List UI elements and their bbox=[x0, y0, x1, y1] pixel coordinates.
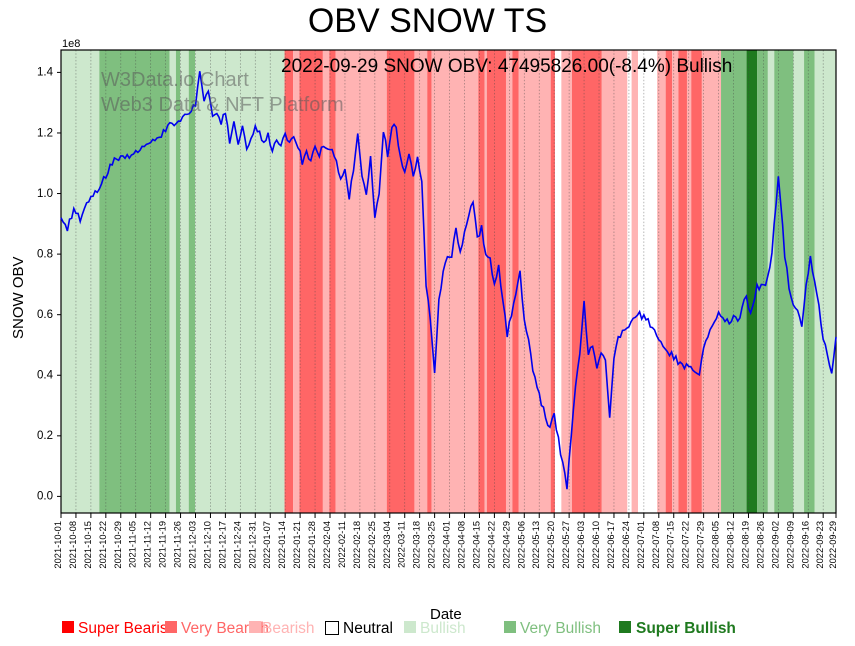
svg-text:0.4: 0.4 bbox=[37, 370, 54, 382]
svg-text:0.0: 0.0 bbox=[37, 491, 53, 503]
svg-text:2022-04-08: 2022-04-08 bbox=[457, 521, 467, 569]
svg-text:2022-07-01: 2022-07-01 bbox=[636, 521, 646, 569]
svg-text:2021-12-31: 2021-12-31 bbox=[247, 521, 257, 569]
svg-text:2022-03-04: 2022-03-04 bbox=[382, 521, 392, 569]
svg-text:2022-01-21: 2022-01-21 bbox=[292, 521, 302, 569]
svg-text:2021-12-17: 2021-12-17 bbox=[217, 521, 227, 569]
svg-text:2021-12-24: 2021-12-24 bbox=[232, 521, 242, 569]
svg-text:2021-12-10: 2021-12-10 bbox=[202, 521, 212, 569]
svg-text:2022-06-10: 2022-06-10 bbox=[591, 521, 601, 569]
svg-text:2021-10-08: 2021-10-08 bbox=[68, 521, 78, 569]
svg-text:2022-03-25: 2022-03-25 bbox=[427, 521, 437, 569]
svg-text:2022-08-19: 2022-08-19 bbox=[740, 521, 750, 569]
svg-text:1.2: 1.2 bbox=[37, 127, 53, 139]
svg-text:2021-10-22: 2021-10-22 bbox=[98, 521, 108, 569]
svg-text:2021-11-12: 2021-11-12 bbox=[143, 521, 153, 568]
svg-text:2022-04-01: 2022-04-01 bbox=[442, 521, 452, 569]
svg-text:2021-10-15: 2021-10-15 bbox=[83, 521, 93, 569]
svg-text:0.2: 0.2 bbox=[37, 430, 53, 442]
svg-text:2021-11-19: 2021-11-19 bbox=[158, 521, 168, 568]
svg-text:2022-05-20: 2022-05-20 bbox=[546, 521, 556, 569]
svg-text:2022-05-06: 2022-05-06 bbox=[516, 521, 526, 569]
svg-text:2022-04-22: 2022-04-22 bbox=[486, 521, 496, 569]
svg-text:2022-06-17: 2022-06-17 bbox=[606, 521, 616, 569]
svg-text:2021-10-29: 2021-10-29 bbox=[113, 521, 123, 569]
svg-text:2022-09-16: 2022-09-16 bbox=[800, 521, 810, 569]
svg-text:2022-01-14: 2022-01-14 bbox=[277, 521, 287, 569]
svg-text:2022-06-03: 2022-06-03 bbox=[576, 521, 586, 569]
svg-text:2021-11-26: 2021-11-26 bbox=[173, 521, 183, 568]
svg-text:2022-03-11: 2022-03-11 bbox=[397, 521, 407, 568]
svg-text:2022-09-23: 2022-09-23 bbox=[815, 521, 825, 569]
svg-text:2022-04-15: 2022-04-15 bbox=[471, 521, 481, 569]
svg-text:2022-07-29: 2022-07-29 bbox=[696, 521, 706, 569]
svg-text:2021-12-03: 2021-12-03 bbox=[188, 521, 198, 569]
svg-text:0.8: 0.8 bbox=[37, 248, 53, 260]
svg-text:2022-01-28: 2022-01-28 bbox=[307, 521, 317, 569]
svg-text:2021-11-05: 2021-11-05 bbox=[128, 521, 138, 568]
svg-text:2022-08-12: 2022-08-12 bbox=[726, 521, 736, 569]
svg-text:2022-02-25: 2022-02-25 bbox=[367, 521, 377, 569]
svg-text:2022-09-09: 2022-09-09 bbox=[785, 521, 795, 569]
svg-text:2022-06-24: 2022-06-24 bbox=[621, 521, 631, 569]
svg-text:2022-07-22: 2022-07-22 bbox=[681, 521, 691, 569]
svg-text:2022-04-29: 2022-04-29 bbox=[501, 521, 511, 569]
svg-text:1.0: 1.0 bbox=[37, 188, 53, 200]
svg-text:2022-09-02: 2022-09-02 bbox=[770, 521, 780, 569]
svg-text:2022-08-26: 2022-08-26 bbox=[755, 521, 765, 569]
svg-text:1.4: 1.4 bbox=[37, 67, 54, 79]
svg-text:2022-03-18: 2022-03-18 bbox=[412, 521, 422, 569]
svg-text:2022-07-08: 2022-07-08 bbox=[651, 521, 661, 569]
svg-text:2022-02-04: 2022-02-04 bbox=[322, 521, 332, 569]
svg-text:2022-05-13: 2022-05-13 bbox=[531, 521, 541, 569]
svg-text:2022-02-11: 2022-02-11 bbox=[337, 521, 347, 568]
svg-text:2022-02-18: 2022-02-18 bbox=[352, 521, 362, 569]
svg-text:2022-01-07: 2022-01-07 bbox=[262, 521, 272, 569]
svg-text:0.6: 0.6 bbox=[37, 309, 53, 321]
svg-text:2022-08-05: 2022-08-05 bbox=[711, 521, 721, 569]
svg-text:2022-09-29: 2022-09-29 bbox=[828, 521, 838, 569]
svg-text:2022-07-15: 2022-07-15 bbox=[666, 521, 676, 569]
svg-text:2022-05-27: 2022-05-27 bbox=[561, 521, 571, 569]
svg-text:2021-10-01: 2021-10-01 bbox=[53, 521, 63, 569]
